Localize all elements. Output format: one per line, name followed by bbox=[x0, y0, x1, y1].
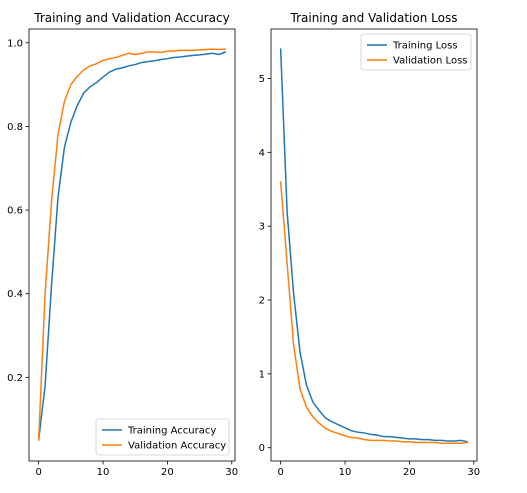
y-tick-label: 3 bbox=[259, 222, 265, 233]
axes-frame bbox=[28, 28, 236, 462]
legend-entry: Validation Accuracy bbox=[128, 441, 226, 452]
loss-panel: Training and Validation Loss 0 10 20 30 0 1 2 3 4… bbox=[259, 11, 481, 478]
series-line-training-loss bbox=[279, 48, 469, 443]
legend-box bbox=[95, 418, 230, 456]
x-tick-label: 10 bbox=[339, 467, 352, 478]
y-tick-label: 0.4 bbox=[7, 289, 23, 300]
axes-frame bbox=[270, 28, 478, 462]
x-tick-label: 20 bbox=[161, 467, 174, 478]
legend: Training Accuracy Validation Accuracy bbox=[95, 418, 230, 456]
y-tick-label: 0.2 bbox=[7, 373, 23, 384]
y-tick-label: 0 bbox=[259, 443, 265, 454]
series-line-training-accuracy bbox=[37, 51, 227, 441]
chart-title: Training and Validation Loss bbox=[290, 11, 458, 25]
chart-title: Training and Validation Accuracy bbox=[33, 11, 229, 25]
series-line-validation-loss bbox=[279, 181, 469, 445]
legend: Training Loss Validation Loss bbox=[360, 33, 472, 71]
x-tick-label: 0 bbox=[277, 467, 283, 478]
x-tick-label: 20 bbox=[403, 467, 416, 478]
x-tick-label: 30 bbox=[225, 467, 238, 478]
series-line-validation-accuracy bbox=[37, 48, 227, 441]
y-tick-label: 1 bbox=[259, 369, 265, 380]
y-tick-label: 0.8 bbox=[7, 122, 23, 133]
legend-entry: Validation Loss bbox=[393, 56, 468, 67]
accuracy-panel: Training and Validation Accuracy 0 10 20 30 0… bbox=[7, 11, 238, 478]
legend-box bbox=[360, 33, 472, 71]
y-tick-label: 1.0 bbox=[7, 38, 23, 49]
x-tick-label: 0 bbox=[35, 467, 41, 478]
legend-entry: Training Loss bbox=[392, 41, 458, 52]
legend-entry: Training Accuracy bbox=[127, 426, 216, 437]
y-tick-label: 2 bbox=[259, 296, 265, 307]
x-tick-label: 10 bbox=[97, 467, 110, 478]
x-tick-label: 30 bbox=[467, 467, 480, 478]
y-tick-label: 4 bbox=[259, 148, 265, 159]
y-tick-label: 0.6 bbox=[7, 206, 23, 217]
y-tick-label: 5 bbox=[259, 74, 265, 85]
